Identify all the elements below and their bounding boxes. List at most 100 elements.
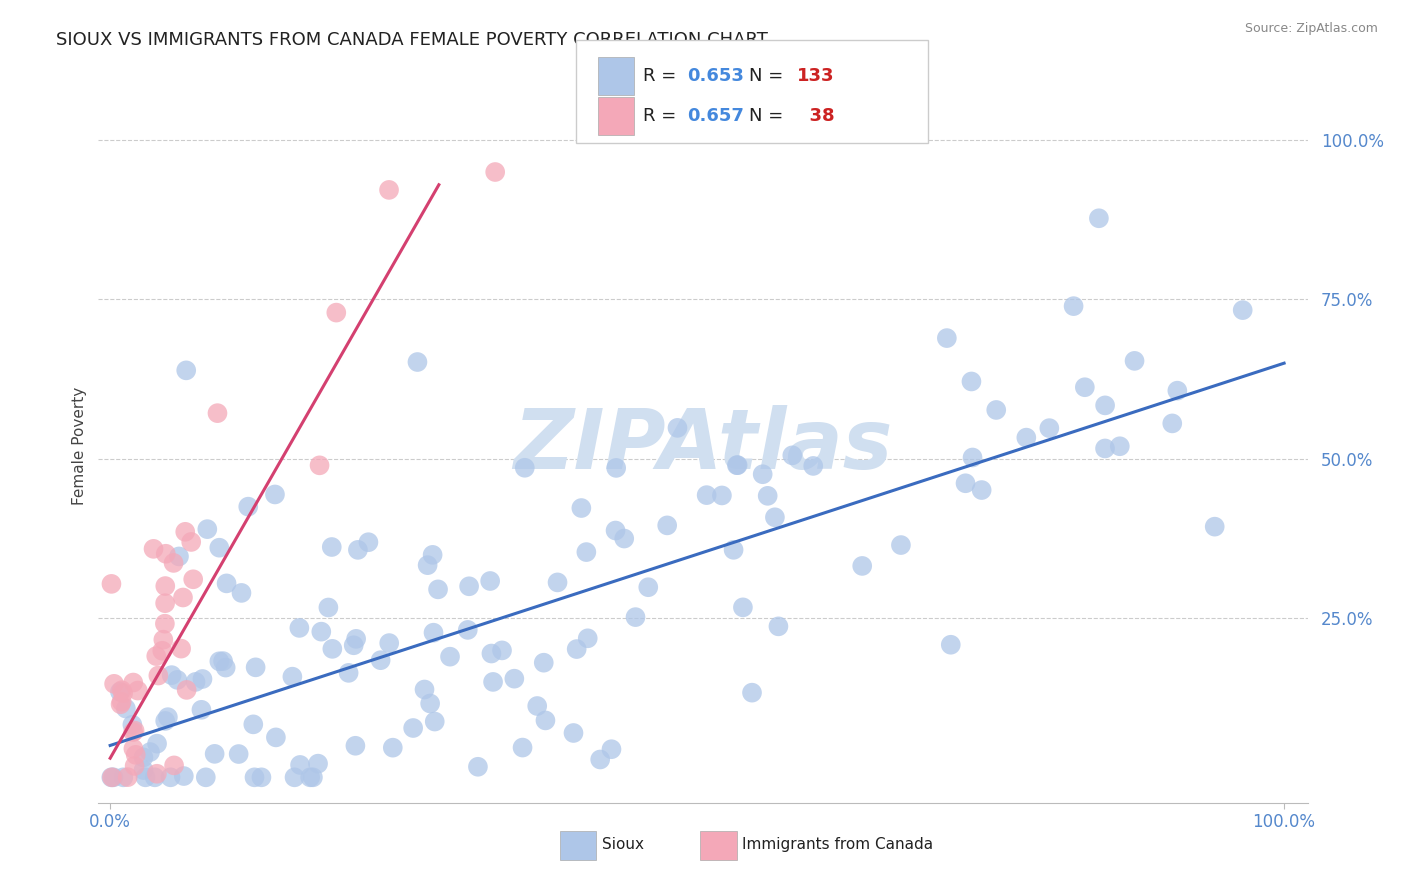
Point	[378, 636, 401, 650]
Point	[143, 770, 166, 784]
Text: 38: 38	[797, 107, 835, 125]
Point	[215, 576, 238, 591]
Point	[344, 739, 367, 753]
Point	[402, 721, 425, 735]
Point	[134, 770, 156, 784]
Point	[782, 448, 804, 462]
Text: N =: N =	[749, 107, 789, 125]
Point	[174, 524, 197, 539]
Point	[110, 697, 132, 711]
Point	[955, 476, 977, 491]
Point	[117, 770, 139, 784]
Point	[207, 406, 229, 420]
Point	[145, 649, 167, 664]
Point	[184, 674, 207, 689]
Point	[503, 672, 526, 686]
Point	[208, 541, 231, 555]
Point	[191, 672, 214, 686]
Point	[172, 591, 194, 605]
Point	[100, 577, 122, 591]
Point	[180, 535, 202, 549]
Point	[481, 647, 503, 661]
Point	[1123, 354, 1146, 368]
Point	[1074, 380, 1097, 394]
Point	[146, 766, 169, 780]
Point	[547, 575, 569, 590]
Point	[512, 740, 534, 755]
Point	[751, 467, 773, 482]
Point	[238, 500, 260, 514]
Y-axis label: Female Poverty: Female Poverty	[72, 387, 87, 505]
Point	[288, 758, 311, 772]
Point	[156, 710, 179, 724]
Text: 0.653: 0.653	[688, 67, 744, 85]
Point	[575, 545, 598, 559]
Point	[299, 770, 322, 784]
Text: ZIPAtlas: ZIPAtlas	[513, 406, 893, 486]
Point	[710, 488, 733, 502]
Point	[378, 183, 401, 197]
Point	[127, 683, 149, 698]
Text: R =: R =	[643, 107, 682, 125]
Point	[970, 483, 993, 497]
Point	[121, 717, 143, 731]
Point	[325, 305, 347, 319]
Point	[308, 458, 330, 473]
Point	[122, 741, 145, 756]
Point	[112, 770, 135, 784]
Point	[122, 675, 145, 690]
Text: Source: ZipAtlas.com: Source: ZipAtlas.com	[1244, 22, 1378, 36]
Point	[458, 579, 481, 593]
Point	[245, 660, 267, 674]
Point	[153, 714, 176, 728]
Point	[212, 654, 235, 668]
Point	[763, 510, 786, 524]
Point	[534, 714, 557, 728]
Point	[851, 558, 873, 573]
Point	[124, 759, 146, 773]
Point	[605, 524, 627, 538]
Point	[562, 726, 585, 740]
Point	[173, 769, 195, 783]
Point	[801, 458, 824, 473]
Point	[533, 656, 555, 670]
Point	[242, 717, 264, 731]
Point	[1204, 519, 1226, 533]
Point	[101, 770, 124, 784]
Point	[439, 649, 461, 664]
Point	[1232, 303, 1254, 318]
Point	[768, 619, 790, 633]
Text: Immigrants from Canada: Immigrants from Canada	[742, 838, 934, 852]
Point	[170, 641, 193, 656]
Point	[1161, 417, 1184, 431]
Point	[484, 165, 506, 179]
Point	[406, 355, 429, 369]
Point	[283, 770, 305, 784]
Point	[194, 770, 217, 784]
Point	[479, 574, 502, 588]
Point	[513, 460, 536, 475]
Point	[155, 579, 177, 593]
Point	[162, 556, 184, 570]
Point	[181, 572, 204, 586]
Point	[890, 538, 912, 552]
Point	[124, 723, 146, 738]
Point	[1094, 442, 1116, 456]
Point	[139, 745, 162, 759]
Point	[281, 670, 304, 684]
Point	[208, 654, 231, 668]
Point	[723, 542, 745, 557]
Point	[491, 643, 513, 657]
Point	[569, 501, 592, 516]
Point	[228, 747, 250, 761]
Text: R =: R =	[643, 67, 682, 85]
Point	[1094, 398, 1116, 412]
Point	[250, 770, 273, 784]
Text: N =: N =	[749, 67, 789, 85]
Point	[457, 623, 479, 637]
Point	[321, 641, 343, 656]
Point	[302, 770, 325, 784]
Point	[467, 760, 489, 774]
Point	[337, 665, 360, 680]
Point	[132, 750, 155, 764]
